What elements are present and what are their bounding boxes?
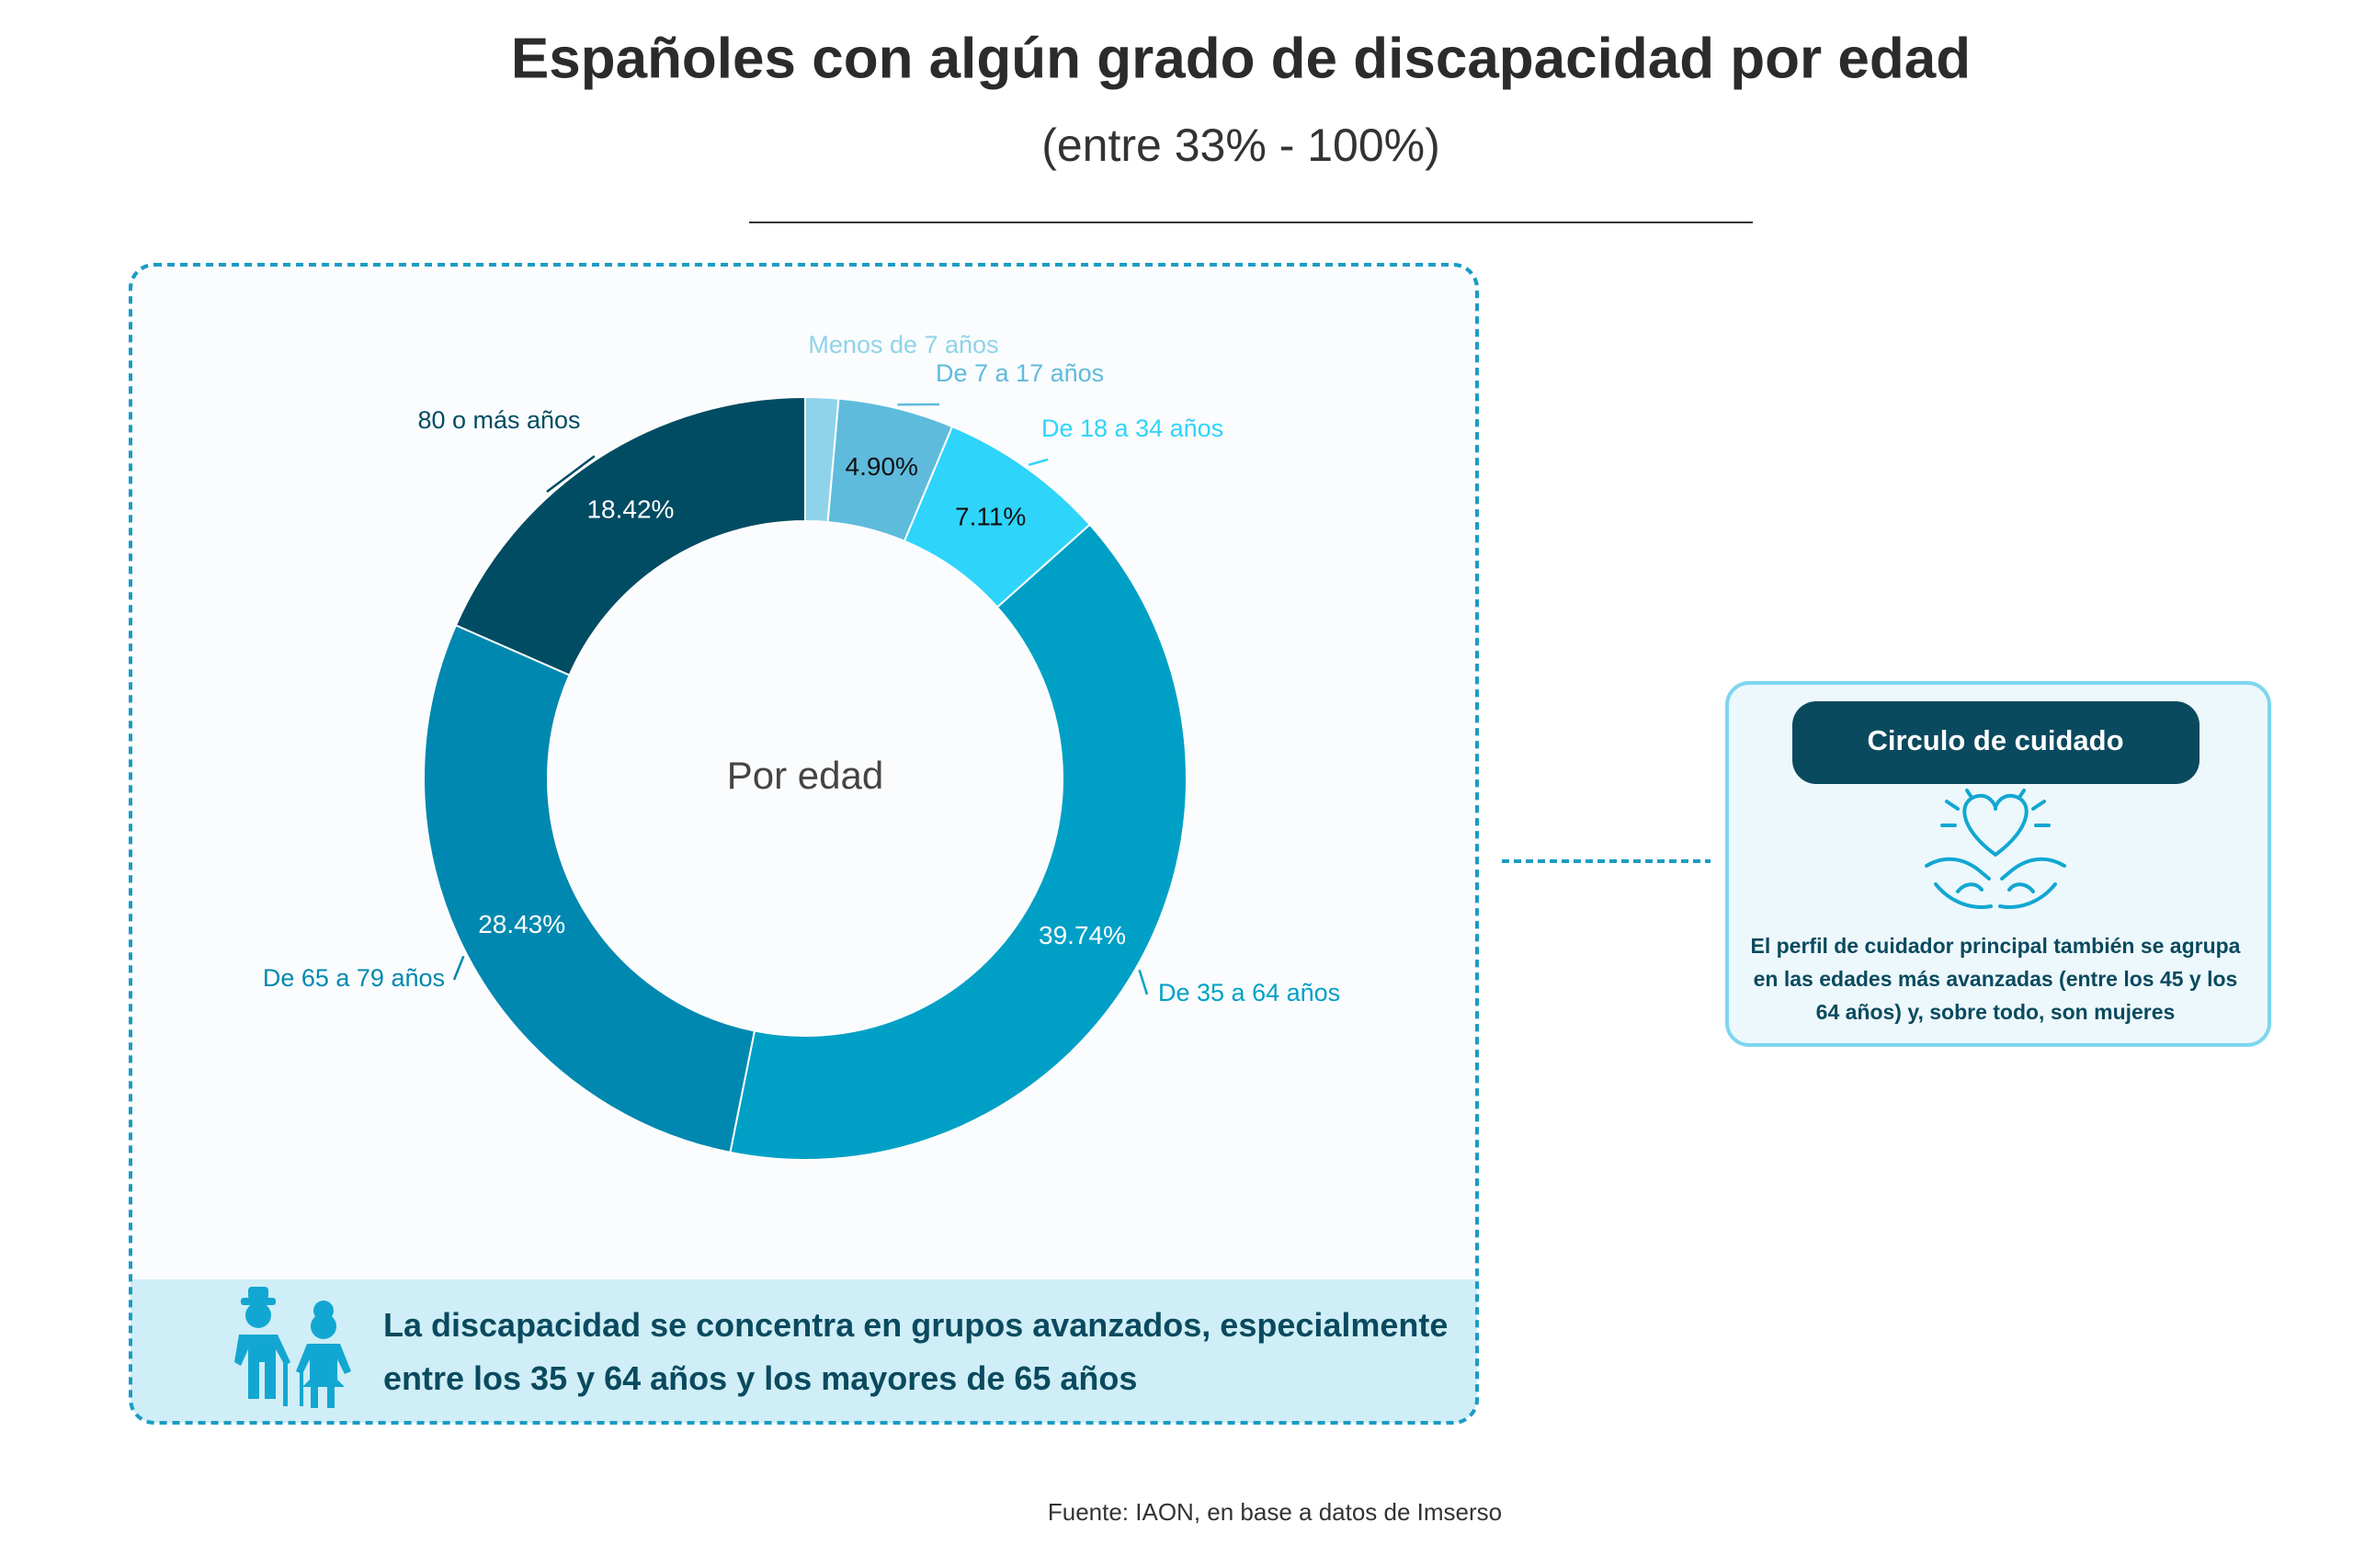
value-label: 18.42% bbox=[586, 494, 674, 523]
category-label: 80 o más años bbox=[417, 406, 580, 434]
callout-text: El perfil de cuidador principal también … bbox=[1751, 934, 2241, 1024]
value-label: 28.43% bbox=[478, 910, 565, 938]
category-label: Menos de 7 años bbox=[808, 331, 998, 358]
category-label: De 7 a 17 años bbox=[936, 359, 1104, 387]
value-label: 39.74% bbox=[1039, 921, 1126, 949]
value-label: 7.11% bbox=[955, 502, 1026, 530]
callout-title: Circulo de cuidado bbox=[1867, 724, 2123, 756]
category-label: De 18 a 34 años bbox=[1041, 415, 1223, 442]
text-line: en las edades más avanzadas (entre los 4… bbox=[1754, 967, 2238, 991]
text-line: entre los 35 y 64 años y los mayores de … bbox=[383, 1359, 1137, 1397]
category-label: De 35 a 64 años bbox=[1158, 979, 1340, 1006]
value-label: 4.90% bbox=[846, 452, 918, 481]
center-label: Por edad bbox=[727, 754, 883, 797]
text-line: La discapacidad se concentra en grupos a… bbox=[383, 1306, 1448, 1344]
chart-subtitle: (entre 33% - 100%) bbox=[1041, 119, 1440, 171]
chart-title: Españoles con algún grado de discapacida… bbox=[511, 27, 1971, 90]
category-label: De 65 a 79 años bbox=[263, 964, 445, 992]
text-line: 64 años) y, sobre todo, son mujeres bbox=[1816, 1000, 2176, 1024]
source-note: Fuente: IAON, en base a datos de Imserso bbox=[1048, 1498, 1502, 1526]
text-line: El perfil de cuidador principal también … bbox=[1751, 934, 2241, 958]
